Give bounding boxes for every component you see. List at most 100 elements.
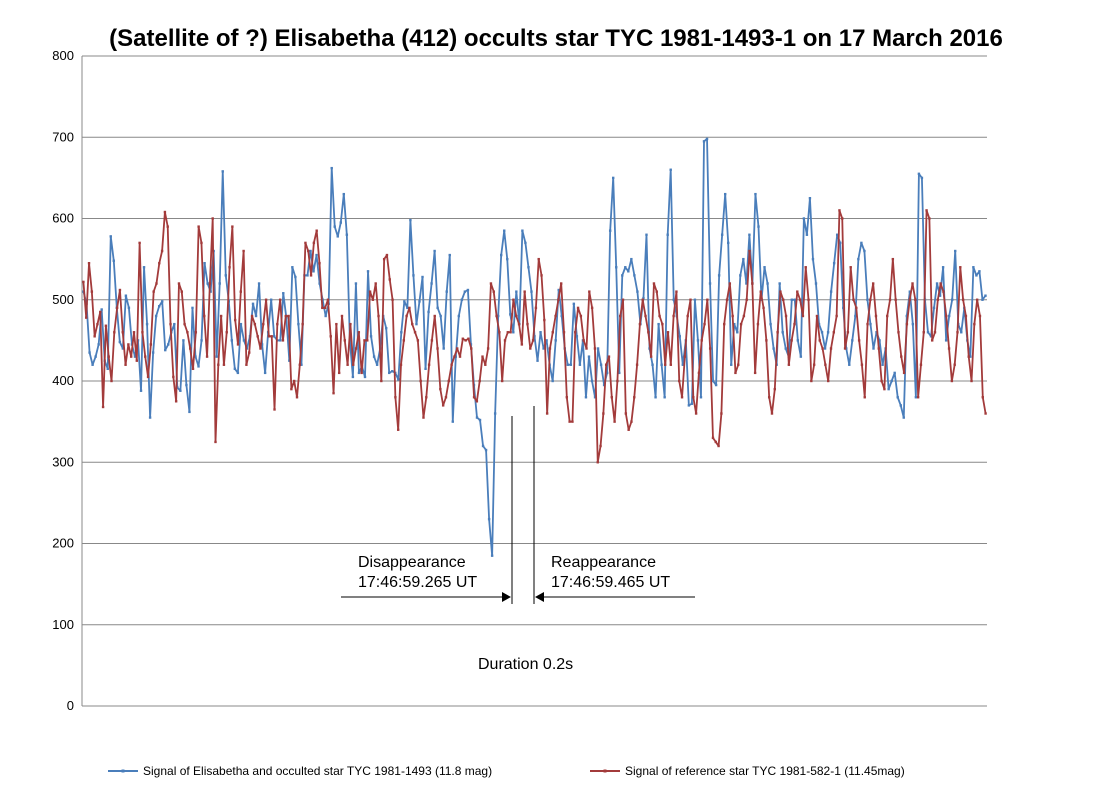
data-point [680,396,684,399]
data-point [596,461,599,464]
data-point [206,282,209,285]
data-point [427,310,430,314]
data-point [221,170,224,173]
data-point [739,322,743,326]
data-point [534,306,538,310]
data-point [464,339,467,342]
data-point [886,314,889,318]
data-point [191,306,194,310]
data-point [323,306,327,310]
data-point [236,343,240,346]
data-point [382,257,386,261]
data-point [900,355,903,358]
data-point [99,310,102,314]
data-point [602,412,605,415]
data-point [139,389,143,392]
data-point [191,367,195,371]
data-point [607,355,611,358]
data-point [169,322,172,326]
data-point [627,428,630,431]
data-point [205,355,209,358]
data-point [512,331,515,334]
data-point [391,370,394,373]
data-point [250,314,254,318]
data-point [802,217,806,220]
data-point [848,363,851,366]
data-point [515,290,518,293]
data-point [647,331,650,334]
data-point [218,282,221,285]
data-point [663,363,667,366]
data-point [509,331,512,334]
disappearance-label: Disappearance [358,554,466,571]
data-point [478,418,482,422]
data-point [456,347,459,350]
data-point [929,335,933,338]
data-point [82,280,85,284]
data-point [179,389,182,392]
data-point [960,331,963,334]
data-point [938,294,942,297]
data-point [354,282,358,285]
data-point [554,314,557,318]
data-point [253,322,257,326]
data-point [85,316,88,319]
data-point [366,270,370,273]
data-point [524,241,527,245]
data-point [155,282,158,285]
y-tick-label: 200 [52,536,74,551]
data-point [351,375,355,379]
data-point [208,282,212,285]
data-point [933,331,937,334]
data-point [363,339,366,342]
data-point [733,322,736,326]
data-point [388,371,391,375]
data-point [115,306,119,310]
series-2-line [82,209,987,464]
data-point [908,298,911,301]
data-point [536,359,539,362]
data-point [138,241,141,245]
y-tick-label: 500 [52,292,74,307]
y-axis-ticks: 0 100 200 300 400 500 600 700 800 [52,48,74,713]
data-point [593,347,597,350]
data-point [945,314,948,318]
data-point [590,379,594,383]
data-point [466,288,470,292]
data-point [442,347,445,350]
data-point [335,322,338,326]
data-point [93,335,96,338]
data-point [925,209,928,212]
data-point [415,322,418,326]
data-point [332,391,335,395]
data-point [419,379,422,383]
data-point [972,266,975,269]
data-point [454,355,457,358]
data-point [242,249,245,253]
data-point [194,331,198,334]
data-point [824,363,827,366]
data-point [492,290,495,293]
data-point [706,298,709,301]
data-point [832,261,836,265]
data-point [146,375,150,379]
data-point [251,302,255,306]
data-point [318,282,321,285]
data-point [636,290,639,293]
data-point [380,379,383,383]
data-point [811,257,815,261]
data-point [835,233,839,236]
data-point [975,274,978,277]
data-point [887,387,890,391]
data-point [905,322,909,326]
data-point [928,217,931,220]
data-point [714,440,717,444]
data-point [374,282,377,285]
data-point [214,440,217,444]
data-point [641,298,644,301]
data-point [657,322,660,326]
series-1 [82,137,987,557]
data-point [730,363,733,366]
data-point [666,233,669,236]
